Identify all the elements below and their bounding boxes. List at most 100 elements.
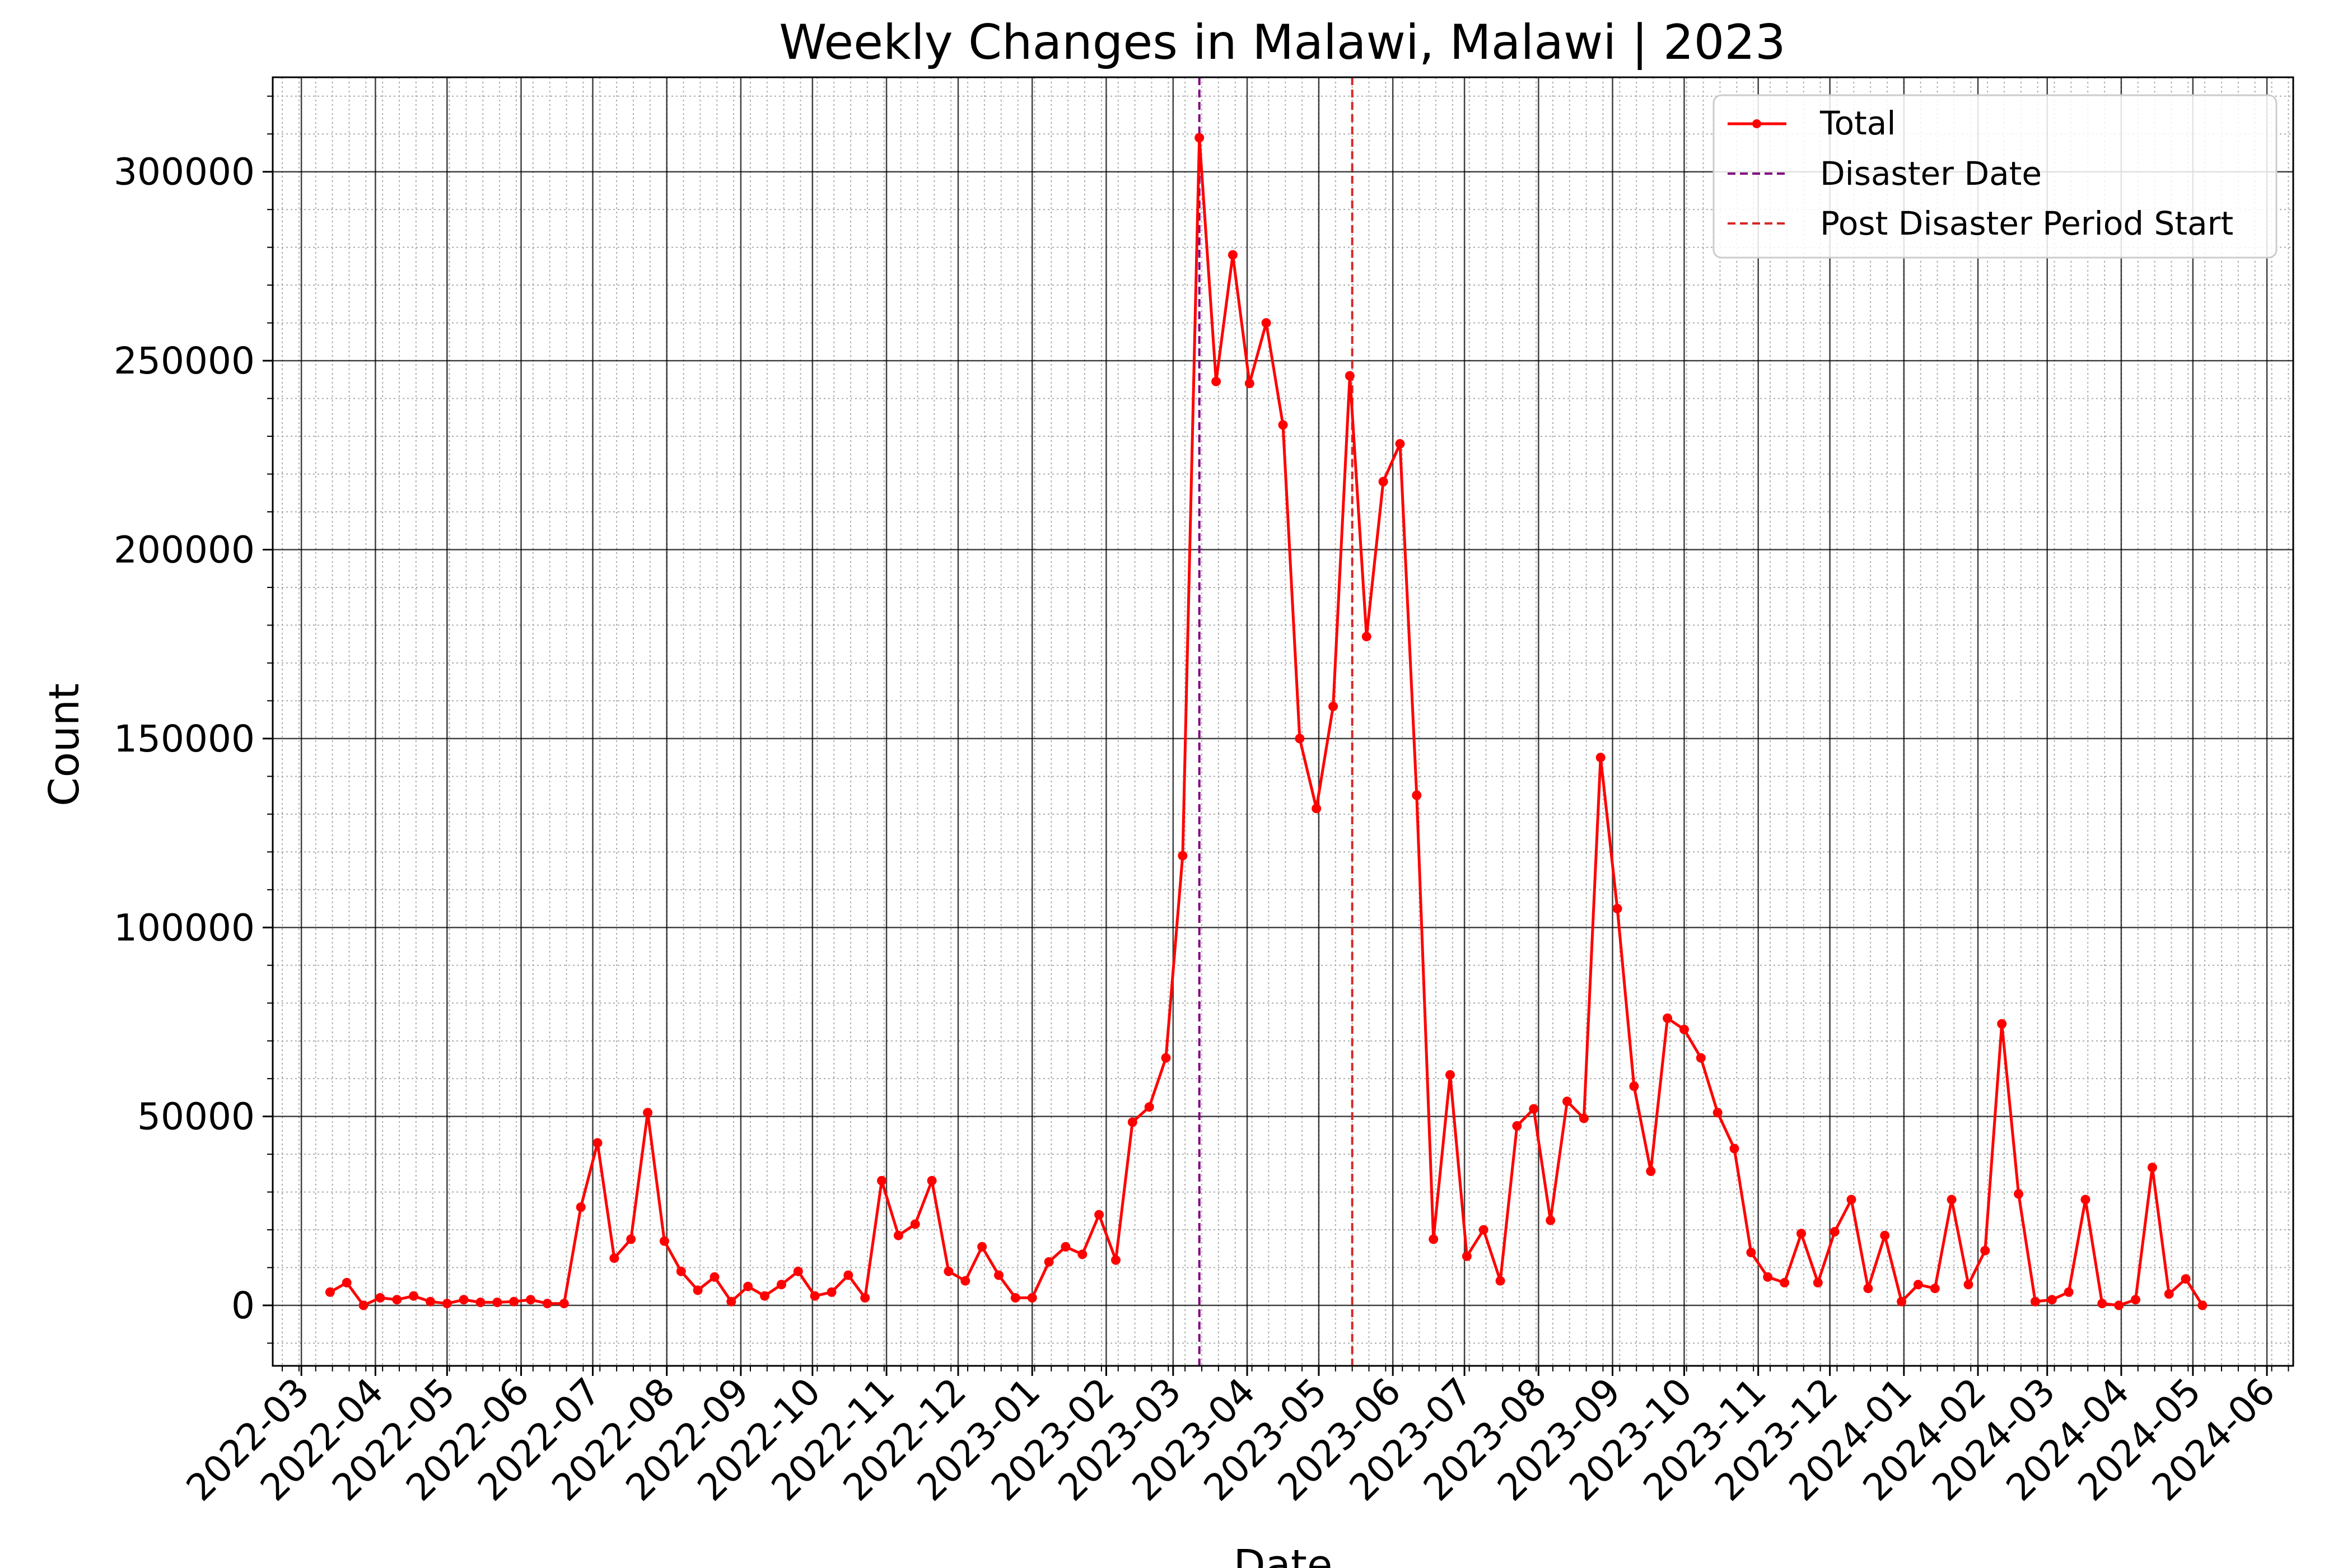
data-point [559,1299,569,1309]
data-point [1228,250,1238,260]
data-point [392,1295,402,1305]
data-point [927,1175,937,1186]
data-point [1579,1113,1589,1123]
data-point [542,1299,552,1309]
data-point [693,1285,703,1295]
data-point [710,1272,720,1282]
data-point [459,1295,469,1305]
data-point [358,1300,368,1310]
data-point [1061,1242,1071,1252]
data-point [960,1276,970,1286]
data-point [442,1299,452,1309]
data-point [1027,1293,1037,1303]
y-tick-label: 0 [231,1284,255,1327]
data-point [2181,1274,2191,1284]
data-point [726,1296,736,1306]
data-point [1763,1272,1773,1282]
data-point [643,1108,653,1118]
data-point [1696,1053,1706,1063]
data-point [475,1298,486,1308]
data-point [994,1270,1004,1280]
data-point [1529,1104,1539,1114]
legend-box [1712,94,2278,259]
data-point [592,1138,603,1148]
data-point [1629,1081,1639,1091]
legend-entry-post-disaster: Post Disaster Period Start [1728,204,2233,242]
data-point [2131,1295,2140,1305]
data-point [793,1266,803,1276]
data-point [1312,804,1322,814]
data-point [827,1287,837,1297]
data-point [1863,1284,1873,1294]
data-point [1729,1144,1739,1154]
y-axis: 0 50000 100000 150000 200000 250000 300000 [114,95,273,1344]
data-point [1194,133,1205,143]
data-point [1295,734,1305,744]
data-point [1780,1278,1790,1287]
data-point [1094,1210,1104,1220]
data-point [1361,632,1371,642]
y-tick-label: 100000 [114,906,255,949]
x-axis-label: Date [1234,1541,1333,1568]
data-point [1178,851,1188,861]
data-point [375,1293,385,1303]
data-point [910,1219,920,1229]
data-point [1595,753,1606,763]
data-point [893,1230,903,1240]
data-point [1796,1229,1806,1239]
data-point [843,1270,853,1280]
data-point [944,1266,954,1276]
data-point [1144,1102,1154,1112]
data-point [1663,1013,1673,1023]
data-point [1429,1234,1439,1244]
legend-entry-total: Total [1728,104,1896,142]
data-point [877,1175,886,1186]
reference-lines [1198,77,1354,1366]
data-point [2047,1295,2057,1305]
data-point [1897,1296,1907,1306]
chart-title: Weekly Changes in Malawi, Malawi | 2023 [779,15,1786,71]
data-point [2197,1300,2208,1310]
data-point [1679,1024,1689,1034]
y-tick-label: 250000 [114,339,255,382]
data-point [342,1278,352,1287]
data-point [1378,477,1388,487]
data-point [676,1266,686,1276]
data-point [743,1281,753,1291]
y-axis-label: Count [40,683,88,806]
data-point [1345,371,1355,381]
data-point [1244,379,1254,389]
data-point [409,1291,419,1301]
data-point [1646,1166,1656,1176]
data-point [509,1296,519,1306]
data-point [426,1296,435,1306]
minor-grid [273,77,2293,1366]
data-point [526,1295,536,1305]
legend-marker-total [1752,119,1761,128]
data-point [760,1291,769,1301]
data-point [1913,1280,1923,1290]
data-point [2147,1163,2157,1173]
legend-label-post-disaster: Post Disaster Period Start [1820,204,2233,242]
data-point [325,1287,335,1297]
data-point [609,1253,619,1263]
data-point [1813,1278,1823,1287]
plot-area [272,76,2294,1367]
data-point [1495,1276,1505,1286]
data-point [1111,1255,1121,1265]
y-tick-label: 300000 [114,151,255,194]
data-point [1712,1108,1723,1118]
data-point [1211,376,1221,386]
data-point [1328,702,1338,711]
data-point [1930,1284,1940,1294]
data-point [1947,1194,1957,1205]
data-point [1746,1248,1756,1258]
data-point [576,1202,586,1212]
data-point [2114,1300,2124,1310]
data-point [626,1234,636,1244]
data-point [1161,1053,1171,1063]
data-point [1077,1249,1088,1259]
data-point [2097,1299,2107,1309]
y-tick-label: 150000 [114,717,255,760]
